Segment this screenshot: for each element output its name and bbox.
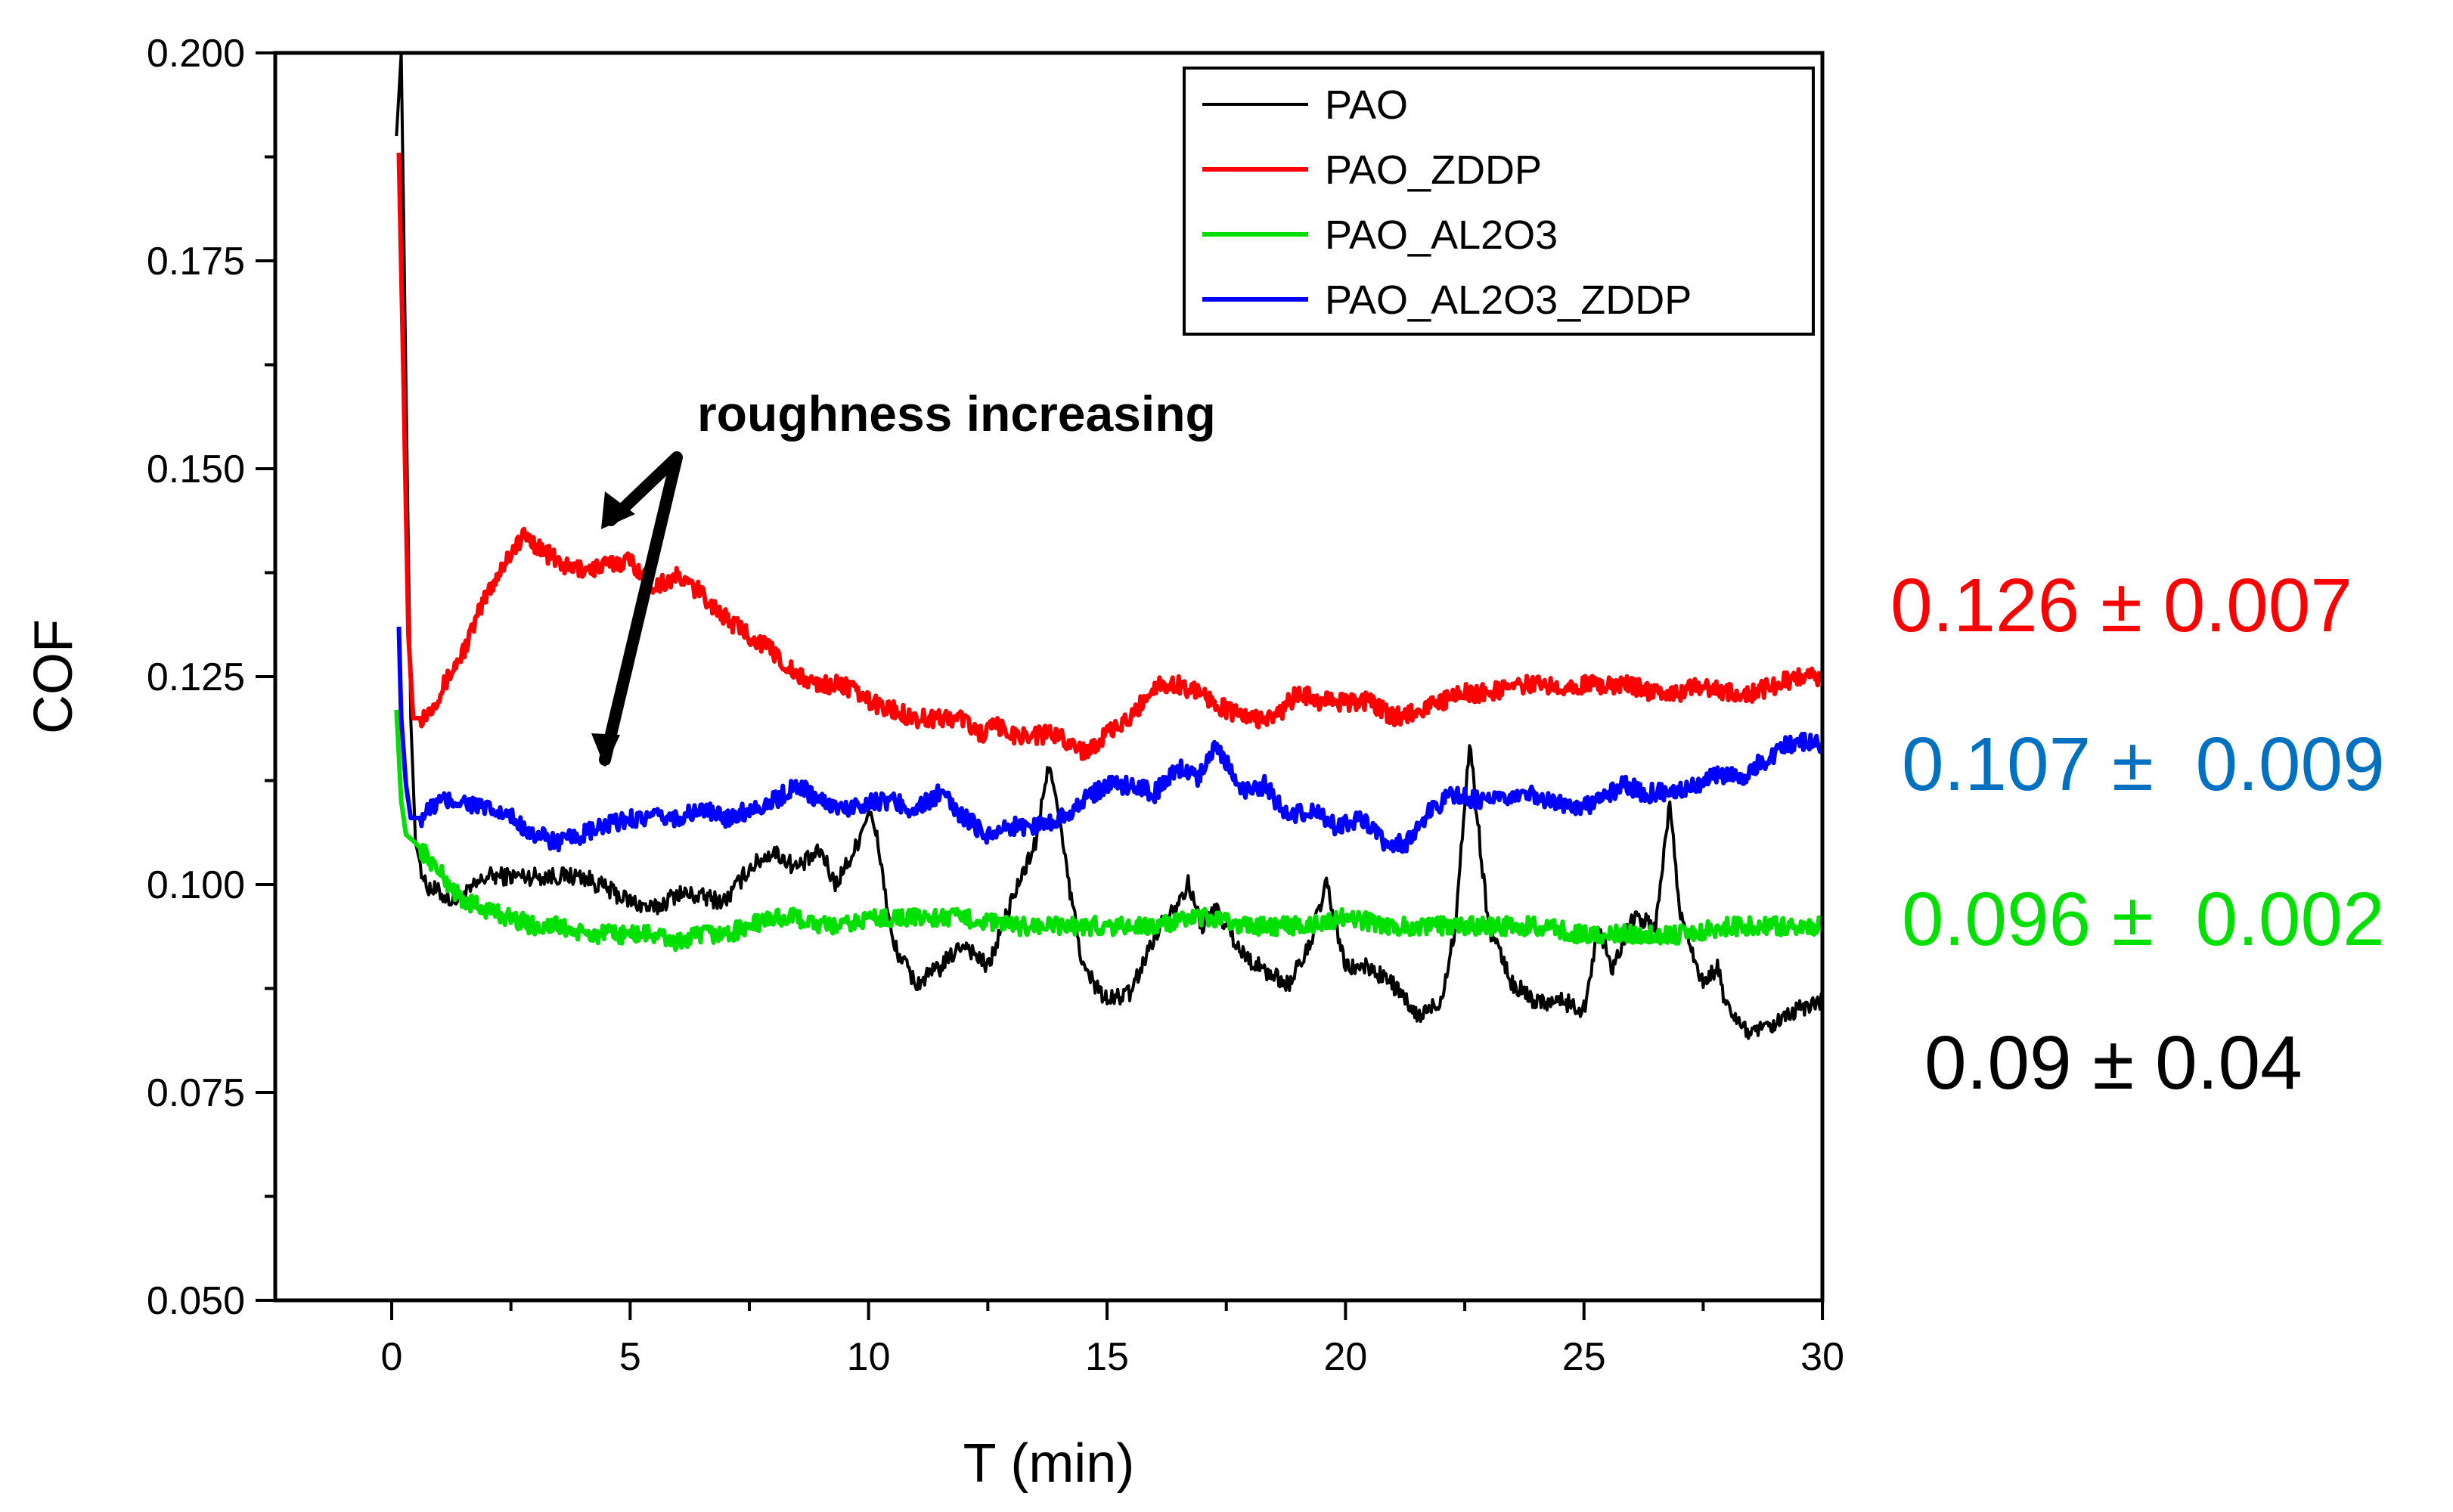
y-tick-label: 0.175 — [147, 240, 245, 284]
y-tick-label: 0.100 — [147, 863, 245, 907]
x-tick-label: 20 — [1323, 1335, 1367, 1379]
y-axis-ticks: 0.050 0.075 0.100 0.125 0.150 0.175 0.200 — [147, 32, 275, 1323]
x-tick-label: 5 — [619, 1335, 641, 1379]
y-tick-label: 0.125 — [147, 655, 245, 699]
x-axis-ticks: 0 5 10 15 20 25 30 — [381, 1300, 1844, 1379]
stat-label-pao-al2o3-zddp: 0.107 ± 0.009 — [1902, 722, 2385, 807]
x-tick-label: 25 — [1562, 1335, 1606, 1379]
series-line-pao — [395, 53, 1822, 1040]
x-tick-label: 10 — [847, 1335, 891, 1379]
y-tick-label: 0.075 — [147, 1071, 245, 1115]
series-line-pao-al2o3-zddp — [396, 626, 1822, 854]
stat-label-pao: 0.09 ± 0.04 — [1924, 1021, 2303, 1105]
legend-label: PAO — [1325, 82, 1408, 128]
annotation-arrowhead-upper-icon — [601, 491, 635, 529]
legend-label: PAO_ZDDP — [1325, 147, 1542, 193]
x-tick-label: 0 — [381, 1335, 403, 1379]
series-group — [394, 53, 1822, 1040]
x-tick-label: 15 — [1085, 1335, 1129, 1379]
legend-box — [1183, 67, 1815, 336]
legend-label: PAO_AL2O3_ZDDP — [1325, 277, 1692, 323]
legend-label: PAO_AL2O3 — [1325, 212, 1558, 258]
y-axis-title: COF — [23, 619, 84, 734]
annotation-arrowhead-lower-icon — [591, 733, 620, 767]
x-tick-label: 30 — [1800, 1335, 1844, 1379]
stat-label-pao-zddp: 0.126 ± 0.007 — [1890, 563, 2352, 648]
annotation-label: roughness increasing — [697, 386, 1216, 442]
y-tick-label: 0.200 — [147, 32, 245, 76]
roughness-annotation: roughness increasing — [591, 386, 1216, 767]
legend: PAO PAO_ZDDP PAO_AL2O3 PAO_AL2O3_ZDDP — [1183, 67, 1815, 336]
stat-label-pao-al2o3: 0.096 ± 0.002 — [1902, 877, 2385, 962]
series-line-pao-zddp — [396, 152, 1822, 761]
x-axis-title: T (min) — [963, 1433, 1135, 1494]
y-tick-label: 0.150 — [147, 448, 245, 491]
side-stat-labels: 0.126 ± 0.007 0.107 ± 0.009 0.096 ± 0.00… — [1890, 563, 2385, 1105]
y-tick-label: 0.050 — [147, 1279, 245, 1323]
series-line-pao-al2o3 — [394, 709, 1822, 953]
